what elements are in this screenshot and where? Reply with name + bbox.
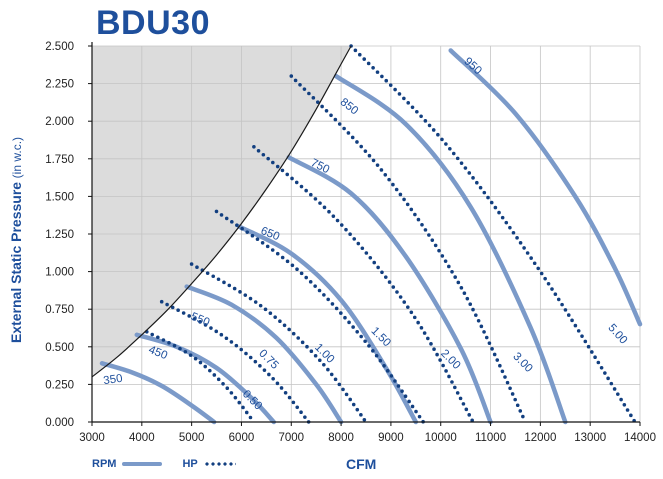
chart-title: BDU30 — [96, 4, 210, 42]
y-tick-label: 0.750 — [45, 304, 74, 316]
rpm-curves-group — [99, 48, 643, 425]
x-tick-label: 12000 — [524, 432, 556, 444]
legend-rpm-swatch — [122, 462, 163, 466]
y-tick-label: 0.500 — [45, 342, 74, 354]
rpm-curve-950 — [448, 48, 643, 327]
y-tick-label: 1.500 — [45, 191, 74, 203]
y-tick-label: 0.000 — [45, 417, 74, 429]
hp-curves-group — [145, 44, 637, 424]
hp-curve-2.00 — [252, 145, 475, 424]
x-tick-label: 13000 — [574, 432, 606, 444]
legend: RPM HP — [92, 458, 236, 470]
x-tick-label: 10000 — [425, 432, 457, 444]
x-tick-label: 4000 — [129, 432, 155, 444]
y-tick-label: 2.500 — [45, 41, 74, 53]
rpm-curve-350 — [99, 361, 217, 425]
legend-hp-swatch — [203, 462, 236, 466]
hp-curve-0.50 — [145, 330, 256, 424]
limit-curve-group — [91, 45, 352, 378]
x-tick-label: 9000 — [378, 432, 404, 444]
curve-label-350: 350 — [103, 373, 124, 388]
shaded-region — [92, 46, 352, 377]
y-tick-label: 2.000 — [45, 116, 74, 128]
shaded-region-group — [92, 46, 352, 377]
x-tick-label: 3000 — [79, 432, 105, 444]
x-tick-label: 5000 — [179, 432, 205, 444]
hp-curve-1.50 — [214, 209, 426, 424]
axes-group: 3000 4000 5000 6000 7000 8000 9000 10000 11000 12… — [45, 41, 656, 444]
rpm-curve-450 — [134, 332, 277, 425]
rpm-curve-550 — [184, 284, 344, 425]
hp-curve-3.00 — [289, 74, 528, 424]
hp-curve-1.00 — [189, 262, 368, 424]
y-tick-label: 1.750 — [45, 154, 74, 166]
x-axis-label: CFM — [346, 456, 377, 472]
hp-curve-0.75 — [159, 299, 311, 424]
x-tick-label: 7000 — [278, 432, 304, 444]
y-tick-label: 2.250 — [45, 79, 74, 91]
x-tick-label: 6000 — [229, 432, 255, 444]
x-tick-label: 8000 — [328, 432, 354, 444]
y-tick-label: 1.250 — [45, 229, 74, 241]
rpm-curve-850 — [333, 73, 568, 425]
y-tick-label: 1.000 — [45, 267, 74, 279]
legend-hp-label: HP — [182, 458, 198, 470]
rpm-curve-750 — [286, 155, 493, 425]
legend-rpm-label: RPM — [92, 458, 117, 470]
y-tick-label: 0.250 — [45, 379, 74, 391]
system-limit-curve — [91, 45, 352, 378]
x-tick-label: 11000 — [475, 432, 506, 444]
x-tick-label: 14000 — [624, 432, 656, 444]
